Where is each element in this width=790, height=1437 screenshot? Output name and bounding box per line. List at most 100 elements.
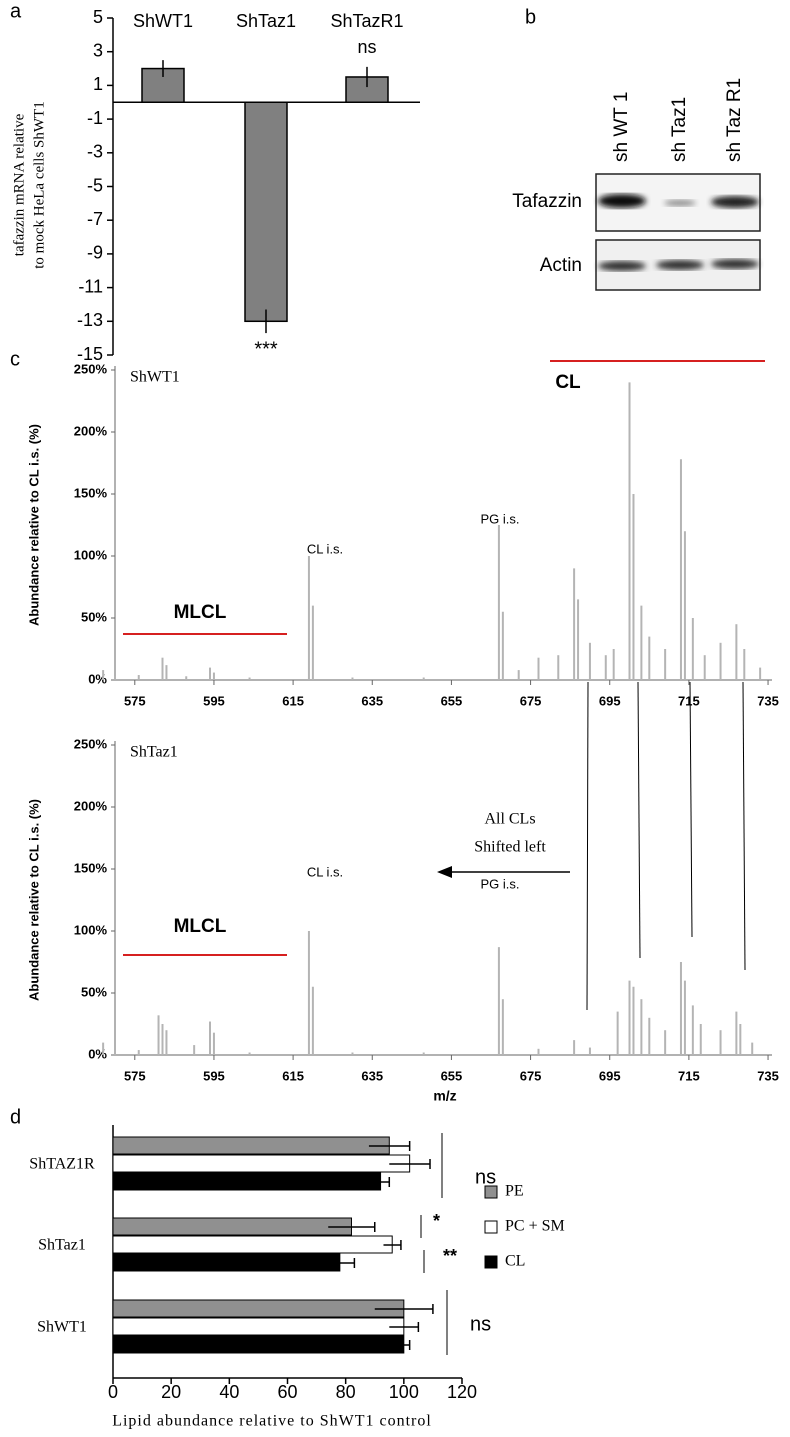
lane-label: sh WT 1 bbox=[611, 92, 632, 162]
x-tick-label: 635 bbox=[361, 693, 383, 708]
annotation: PG i.s. bbox=[480, 876, 519, 891]
y-tick-label: 0% bbox=[88, 1046, 107, 1061]
y-axis-label: Abundance relative to CL i.s. (%) bbox=[26, 424, 41, 626]
x-tick-label: 695 bbox=[599, 1068, 621, 1083]
x-tick-label: 615 bbox=[282, 693, 304, 708]
y-axis-label: to mock HeLa cells ShWT1 bbox=[31, 101, 47, 268]
band bbox=[598, 261, 646, 271]
panel-label: b bbox=[525, 6, 536, 28]
y-tick-label: -3 bbox=[87, 142, 103, 162]
y-tick-label: 150% bbox=[74, 485, 108, 500]
y-tick-label: 3 bbox=[93, 40, 103, 60]
y-tick-label: -15 bbox=[77, 344, 103, 364]
y-tick-label: 1 bbox=[93, 74, 103, 94]
x-axis-label: m/z bbox=[433, 1088, 456, 1104]
x-tick-label: 80 bbox=[336, 1382, 356, 1402]
bar bbox=[112, 1253, 341, 1272]
annotation: ns bbox=[475, 1166, 496, 1188]
annotation: PG i.s. bbox=[480, 511, 519, 526]
y-tick-label: 250% bbox=[74, 361, 108, 376]
y-tick-label: 250% bbox=[74, 736, 108, 751]
y-tick-label: -7 bbox=[87, 209, 103, 229]
legend-label: PE bbox=[505, 1183, 524, 1200]
bar bbox=[244, 101, 288, 323]
row-label: Actin bbox=[540, 255, 582, 276]
bar bbox=[112, 1217, 352, 1236]
category-label: ShWT1 bbox=[37, 1319, 87, 1336]
x-tick-label: 595 bbox=[203, 1068, 225, 1083]
annotation: Shifted left bbox=[474, 839, 546, 856]
x-tick-label: 715 bbox=[678, 693, 700, 708]
lane-label: sh Taz R1 bbox=[724, 78, 745, 162]
y-tick-label: 100% bbox=[74, 547, 108, 562]
y-tick-label: -1 bbox=[87, 108, 103, 128]
band bbox=[656, 260, 704, 270]
connector bbox=[742, 681, 746, 971]
connector bbox=[689, 681, 693, 938]
y-tick-label: 100% bbox=[74, 922, 108, 937]
legend-label: PC + SM bbox=[505, 1218, 565, 1235]
y-tick-label: -5 bbox=[87, 175, 103, 195]
x-tick-label: 20 bbox=[161, 1382, 181, 1402]
category-label: ShTAZ1R bbox=[29, 1156, 95, 1173]
panel-label: d bbox=[10, 1106, 21, 1128]
x-tick-label: 0 bbox=[108, 1382, 118, 1402]
annotation: MLCL bbox=[174, 602, 227, 623]
bar bbox=[112, 1154, 411, 1173]
legend-label: CL bbox=[505, 1253, 525, 1270]
chart-title: ShWT1 bbox=[130, 369, 180, 386]
annotation: CL bbox=[555, 372, 581, 393]
annotation: MLCL bbox=[174, 916, 227, 937]
x-tick-label: 575 bbox=[124, 1068, 146, 1083]
y-tick-label: -13 bbox=[77, 310, 103, 330]
row-label: Tafazzin bbox=[512, 191, 582, 212]
panel-label: a bbox=[10, 0, 22, 22]
x-tick-label: 735 bbox=[757, 1068, 779, 1083]
y-tick-label: 0% bbox=[88, 671, 107, 686]
annotation: ns bbox=[470, 1313, 491, 1335]
x-tick-label: 635 bbox=[361, 1068, 383, 1083]
lane-label: sh Taz1 bbox=[669, 97, 690, 162]
band bbox=[664, 200, 696, 206]
connector bbox=[637, 681, 641, 959]
bar bbox=[112, 1136, 390, 1155]
bar bbox=[112, 1172, 382, 1191]
band bbox=[711, 259, 759, 269]
x-axis-label: Lipid abundance relative to ShWT1 contro… bbox=[112, 1413, 432, 1430]
bar bbox=[112, 1317, 405, 1336]
y-tick-label: 200% bbox=[74, 798, 108, 813]
connector bbox=[586, 681, 589, 1011]
x-tick-label: 675 bbox=[520, 1068, 542, 1083]
x-tick-label: 615 bbox=[282, 1068, 304, 1083]
category-label: ShWT1 bbox=[133, 11, 193, 31]
bar bbox=[112, 1299, 405, 1318]
band bbox=[711, 196, 759, 208]
band bbox=[598, 194, 646, 208]
x-tick-label: 60 bbox=[277, 1382, 297, 1402]
x-tick-label: 695 bbox=[599, 693, 621, 708]
legend-swatch bbox=[484, 1220, 498, 1234]
x-tick-label: 40 bbox=[219, 1382, 239, 1402]
annotation: ** bbox=[443, 1246, 457, 1266]
x-tick-label: 715 bbox=[678, 1068, 700, 1083]
y-tick-label: 5 bbox=[93, 7, 103, 27]
annotation: * bbox=[433, 1211, 440, 1231]
y-tick-label: -11 bbox=[78, 276, 103, 296]
y-tick-label: 150% bbox=[74, 860, 108, 875]
x-tick-label: 100 bbox=[389, 1382, 419, 1402]
annotation: All CLs bbox=[484, 811, 535, 828]
x-tick-label: 595 bbox=[203, 693, 225, 708]
y-axis-label: tafazzin mRNA relative bbox=[11, 113, 27, 256]
x-tick-label: 120 bbox=[447, 1382, 477, 1402]
bar bbox=[112, 1235, 393, 1254]
legend-swatch bbox=[484, 1255, 498, 1269]
x-tick-label: 575 bbox=[124, 693, 146, 708]
category-label: ShTaz1 bbox=[236, 11, 296, 31]
chart-title: ShTaz1 bbox=[130, 744, 178, 761]
annotation: CL i.s. bbox=[307, 541, 343, 556]
y-tick-label: 50% bbox=[81, 609, 107, 624]
annotation: *** bbox=[254, 338, 278, 360]
annotation: ns bbox=[357, 37, 376, 57]
x-tick-label: 735 bbox=[757, 693, 779, 708]
